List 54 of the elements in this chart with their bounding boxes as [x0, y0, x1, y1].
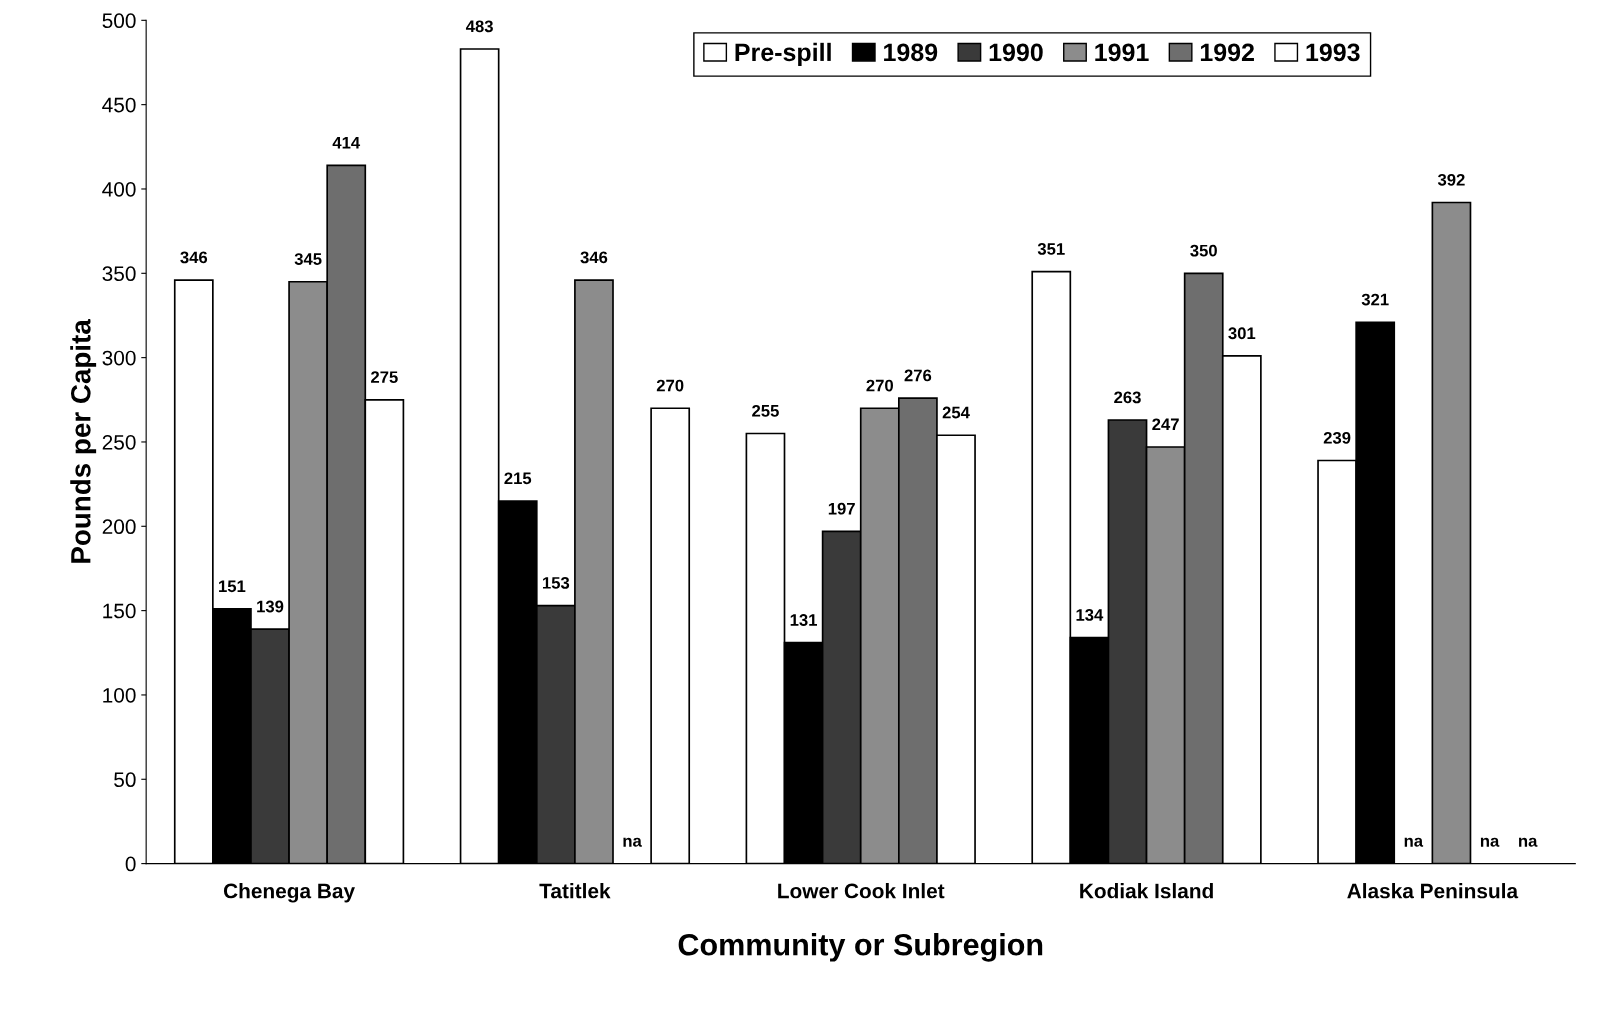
legend-label: 1990	[989, 43, 1043, 62]
data-label: 134	[1076, 609, 1104, 621]
data-label: 197	[828, 502, 855, 515]
legend-label: 1992	[1200, 43, 1254, 62]
x-tick-label: Kodiak Island	[1080, 883, 1213, 899]
y-tick-label: 400	[102, 181, 136, 197]
y-tick-label: 150	[103, 603, 136, 619]
y-tick-label: 100	[103, 687, 136, 703]
data-label: 215	[504, 472, 532, 485]
y-tick-label: 0	[125, 856, 136, 872]
data-label: 346	[580, 251, 608, 264]
x-tick-label: Tatitlek	[539, 883, 611, 899]
data-label: 239	[1323, 431, 1351, 444]
data-label: 153	[542, 576, 570, 589]
y-tick-label: 250	[102, 434, 136, 450]
data-label: 275	[371, 371, 398, 384]
y-tick-label: 200	[102, 519, 136, 535]
text: na	[1480, 837, 1500, 847]
legend-label: 1989	[884, 43, 938, 62]
data-label: 131	[790, 614, 817, 626]
data-label: 139	[257, 600, 284, 613]
data-label: 247	[1152, 418, 1179, 431]
x-tick-label: Chenega Bay	[223, 883, 355, 903]
y-tick-label: 300	[102, 350, 136, 366]
data-label: 351	[1037, 243, 1065, 255]
data-label: 270	[656, 379, 684, 392]
y-axis-title: Pounds per Capita	[70, 319, 97, 563]
data-label: 151	[219, 580, 246, 593]
legend-label: 1991	[1095, 43, 1149, 62]
data-label: 321	[1361, 293, 1389, 306]
text: na	[1519, 837, 1538, 847]
data-label: 276	[904, 369, 932, 382]
x-tick-label: Lower Cook Inlet	[778, 883, 945, 899]
legend-label: Pre-spill	[735, 42, 831, 67]
y-tick-label: 50	[114, 772, 136, 788]
data-label: 255	[752, 404, 779, 417]
x-axis-title: Community or Subregion	[678, 933, 1043, 962]
data-label: 414	[332, 136, 361, 149]
y-tick-label: 500	[102, 13, 136, 29]
data-label: 254	[942, 406, 970, 419]
x-tick-label: Alaska Peninsula	[1347, 883, 1519, 899]
legend-label: 1993	[1306, 43, 1360, 62]
text: na	[1404, 837, 1424, 847]
data-label: 263	[1114, 391, 1141, 404]
data-label: 350	[1190, 244, 1217, 257]
data-label: 345	[294, 253, 322, 265]
data-label: 392	[1437, 173, 1465, 186]
data-label: 483	[465, 20, 493, 33]
data-label: 346	[180, 251, 208, 264]
y-tick-label: 350	[102, 266, 136, 282]
data-label: 301	[1228, 327, 1256, 340]
data-label: 270	[866, 379, 893, 392]
text: na	[623, 837, 642, 847]
y-tick-label: 450	[102, 97, 136, 113]
